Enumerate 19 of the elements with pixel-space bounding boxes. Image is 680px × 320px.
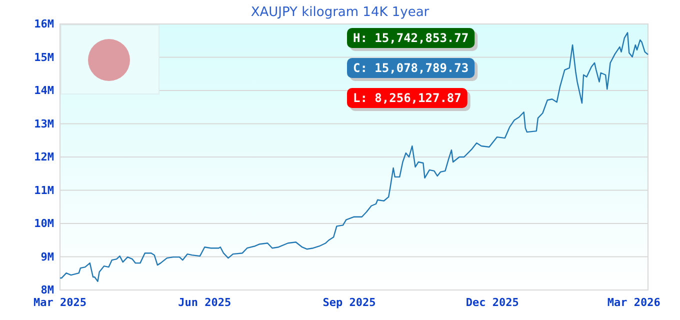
y-tick-label: 16M [34, 18, 54, 31]
chart-title: XAUJPY kilogram 14K 1year [250, 5, 430, 20]
line-series [59, 32, 649, 282]
y-tick-label: 13M [34, 117, 54, 130]
x-tick-label: Mar 2025 [34, 296, 86, 309]
y-tick-label: 15M [34, 50, 54, 64]
x-tick-label: Dec 2025 [466, 296, 519, 309]
y-tick-label: 11M [34, 184, 54, 197]
x-tick-label: Mar 2026 [607, 296, 661, 309]
y-tick-label: 14M [34, 84, 54, 98]
annotation: C: 15,078,789.73 [353, 61, 469, 75]
annotation: H: 15,742,853.77 [353, 31, 469, 45]
x-tick-label: Jun 2025 [178, 296, 232, 309]
y-tick-label: 9M [40, 250, 54, 264]
y-tick-label: 8M [40, 284, 54, 297]
annotation: L: 8,256,127.87 [353, 91, 462, 105]
x-tick-label: Sep 2025 [322, 296, 376, 309]
y-tick-label: 10M [34, 217, 54, 230]
y-tick-label: 12M [34, 150, 54, 164]
